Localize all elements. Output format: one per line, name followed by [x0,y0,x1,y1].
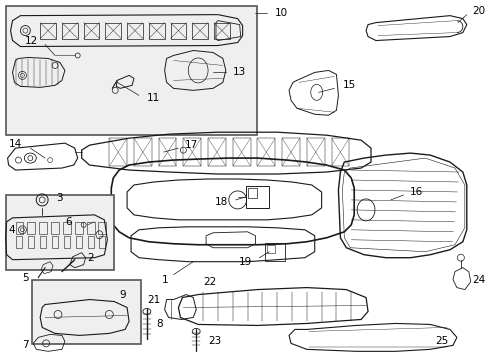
Bar [27,222,35,234]
Text: 21: 21 [147,294,161,305]
Text: 1: 1 [162,275,168,285]
Text: 9: 9 [119,289,125,300]
Bar [75,222,82,234]
Bar [247,188,257,198]
Text: 18: 18 [214,197,227,207]
Bar [183,138,201,166]
Text: 15: 15 [342,80,355,90]
Bar [105,23,121,39]
Text: 8: 8 [156,319,163,329]
Bar [32,280,141,345]
Bar [6,6,257,135]
Bar [76,236,81,248]
Bar [63,222,71,234]
Text: 5: 5 [21,273,28,283]
Text: 22: 22 [203,276,216,287]
Bar [83,23,99,39]
Bar [40,236,46,248]
Text: 12: 12 [25,36,38,46]
Text: 14: 14 [9,139,22,149]
Text: 10: 10 [275,8,288,18]
Bar [192,23,207,39]
Bar [98,222,106,234]
Bar [257,138,275,166]
Bar [148,23,164,39]
Bar [265,243,285,261]
Bar [232,138,250,166]
Bar [28,236,34,248]
Bar [40,23,56,39]
Bar [127,23,142,39]
Bar [170,23,186,39]
Text: 7: 7 [21,340,28,350]
Bar [306,138,324,166]
Text: 13: 13 [232,67,245,77]
Text: 16: 16 [408,187,422,197]
Bar [207,138,225,166]
Bar [134,138,151,166]
Bar [16,222,23,234]
Text: 11: 11 [146,93,160,103]
Text: 17: 17 [184,140,197,150]
Text: 23: 23 [207,336,221,346]
Text: 20: 20 [472,6,485,15]
Bar [6,195,114,270]
Bar [87,236,93,248]
Bar [109,138,127,166]
Text: 3: 3 [56,193,62,203]
Text: 4: 4 [9,225,15,235]
Text: 24: 24 [472,275,485,285]
Bar [214,23,229,39]
Bar [331,138,348,166]
Bar [39,222,47,234]
Bar [52,236,58,248]
Text: 19: 19 [239,257,252,267]
Bar [17,236,22,248]
Text: 6: 6 [65,217,71,227]
Bar [267,245,275,253]
Bar [245,186,269,208]
Bar [62,23,78,39]
Bar [86,222,94,234]
Bar [99,236,105,248]
Text: 25: 25 [434,336,447,346]
Text: 2: 2 [87,253,94,263]
Bar [51,222,59,234]
Bar [282,138,299,166]
Bar [159,138,176,166]
Bar [64,236,70,248]
